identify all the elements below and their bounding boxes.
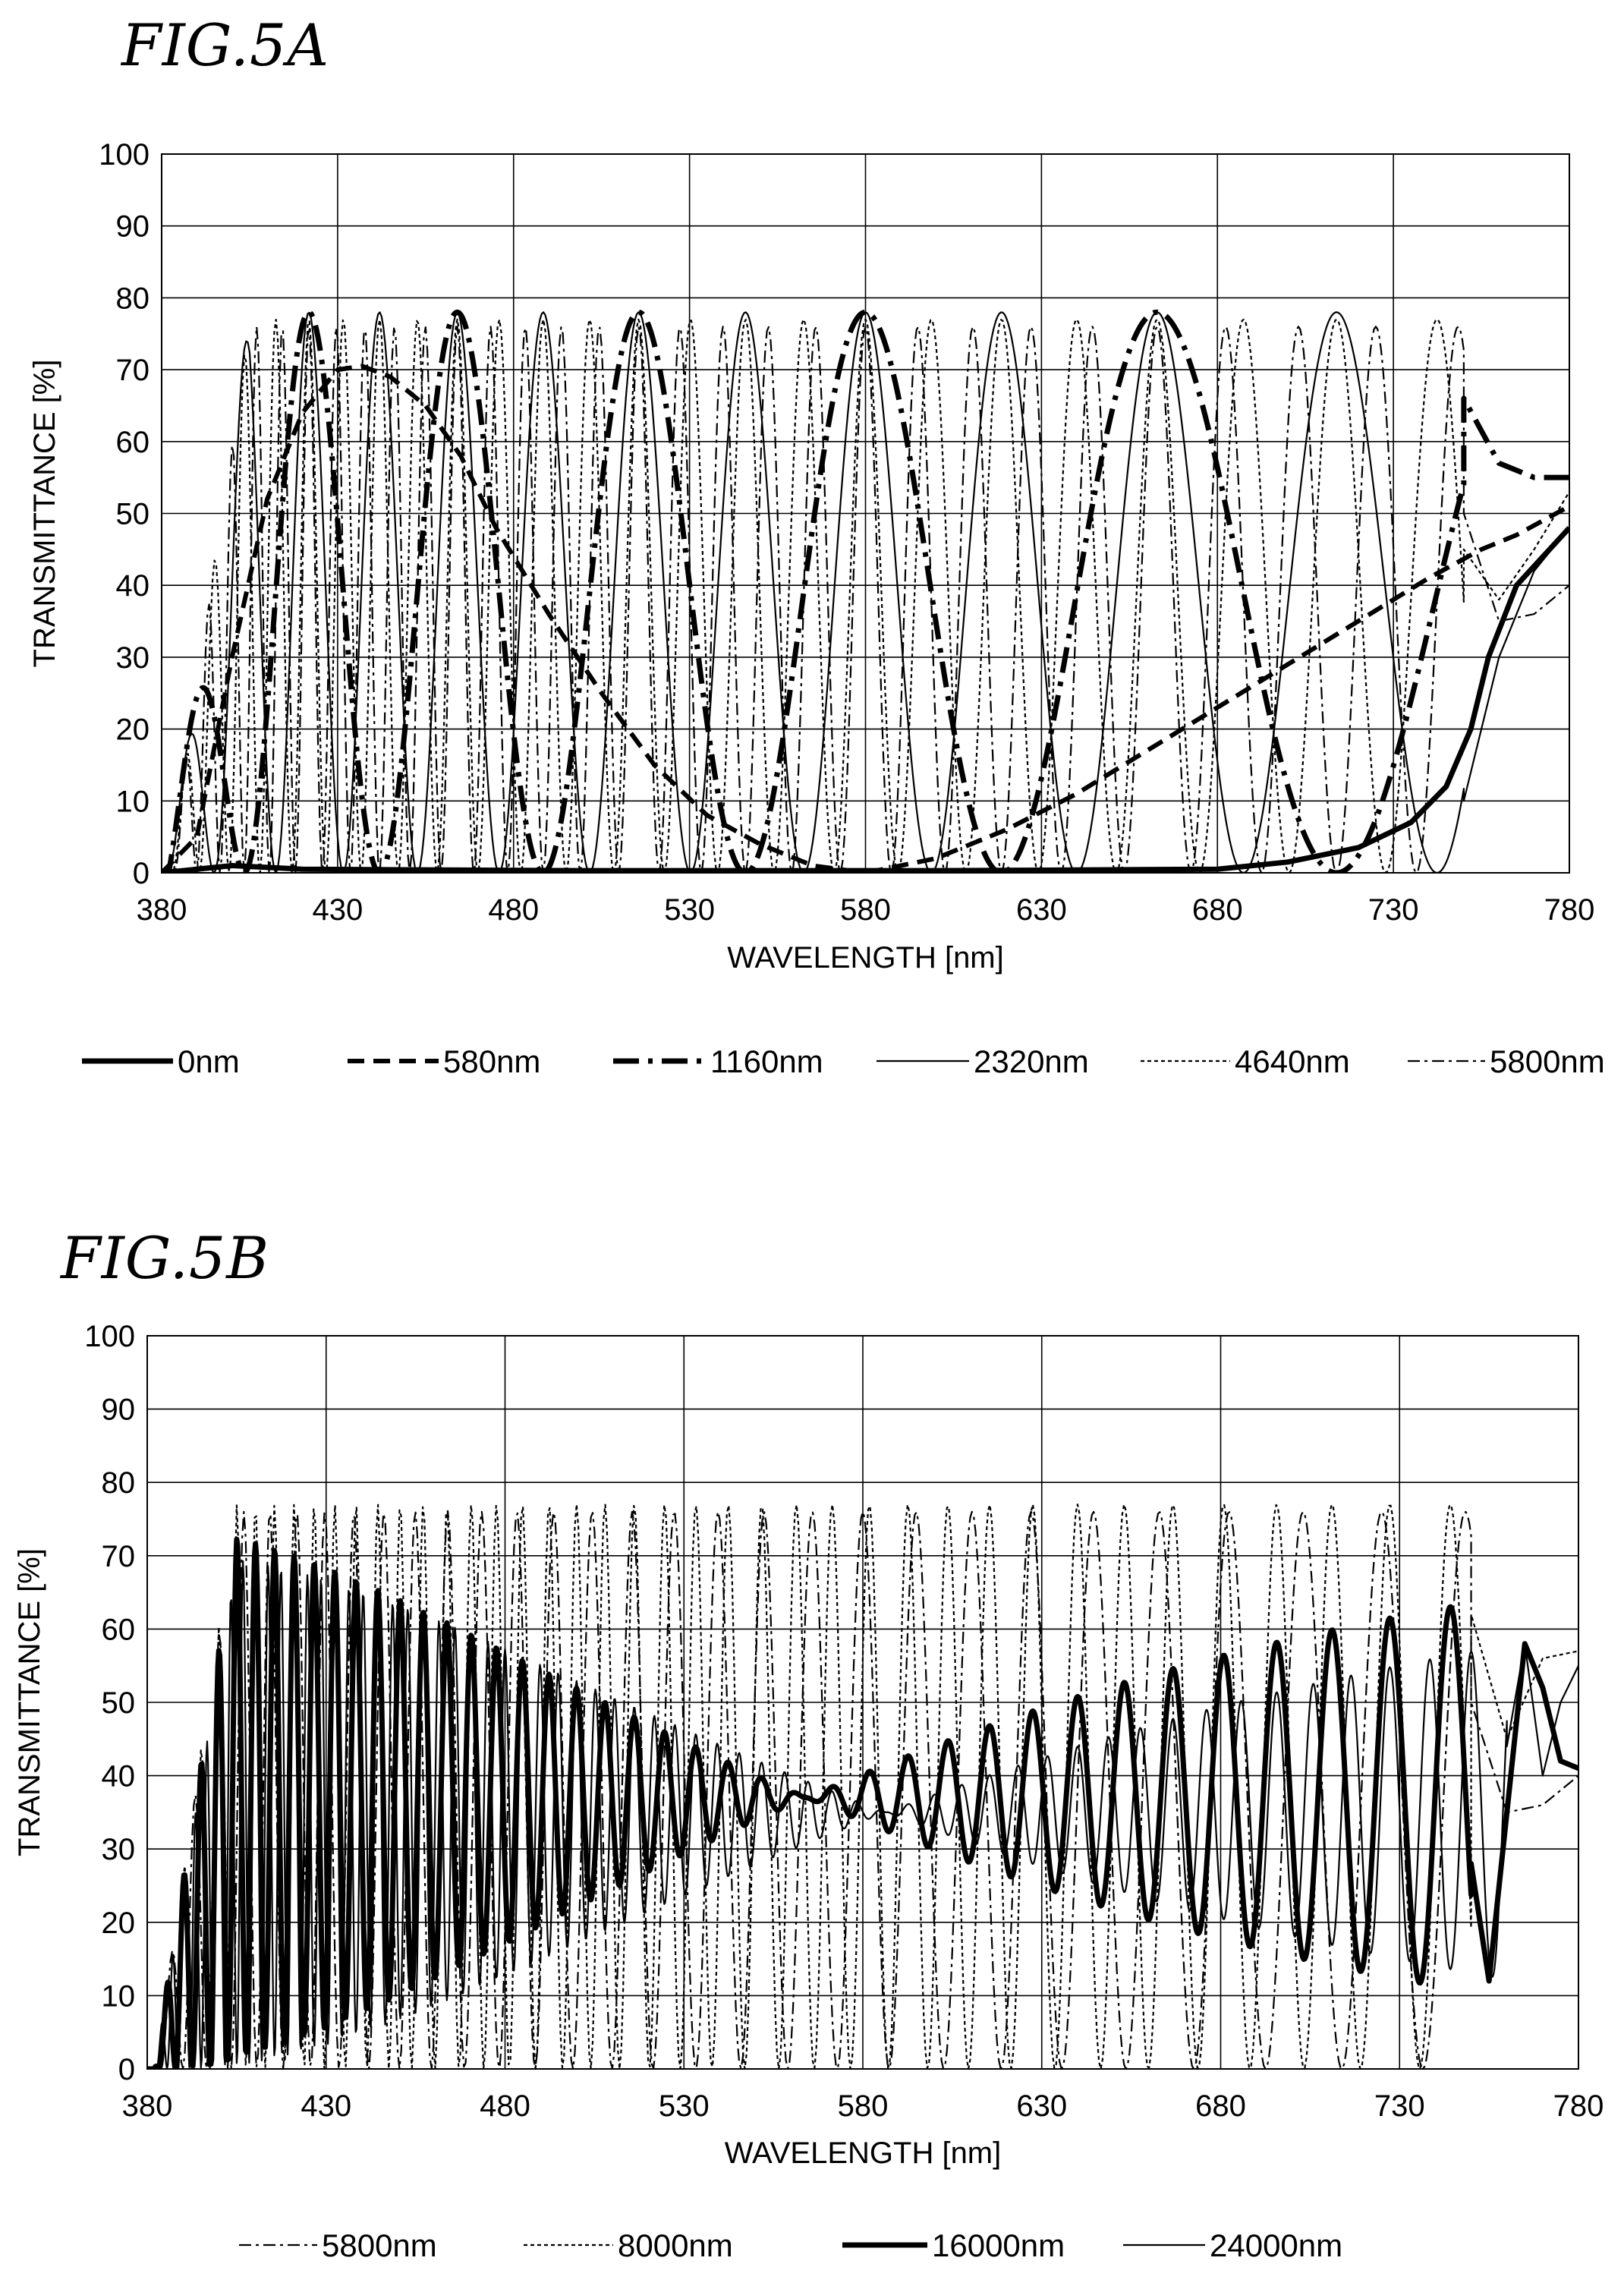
legend-label-0nm: 0nm — [178, 1044, 240, 1079]
series-line-5800nm — [162, 326, 1569, 873]
x-tick-label: 580 — [840, 893, 891, 927]
x-tick-label: 630 — [1016, 893, 1067, 927]
y-tick-label: 10 — [116, 785, 150, 818]
y-axis-label: TRANSMITTANCE [%] — [28, 360, 61, 668]
series-group — [162, 309, 1569, 873]
x-tick-label: 380 — [137, 893, 187, 927]
y-tick-label: 0 — [133, 857, 149, 890]
x-tick-label: 580 — [838, 2089, 889, 2123]
x-axis-label: WAVELENGTH [nm] — [727, 941, 1004, 975]
legend: 5800nm 8000nm 16000nm 24000nm — [239, 2228, 1342, 2263]
x-tick-label: 680 — [1192, 893, 1243, 927]
chart-fig5b: 0 10 20 30 40 50 60 70 80 90 100 380 430 480 530 580 630… — [13, 1320, 1604, 2263]
figure-title-a: FIG.5A — [121, 11, 330, 79]
x-tick-label: 480 — [488, 893, 539, 927]
legend-label-5800nm: 5800nm — [1490, 1044, 1605, 1079]
y-tick-label: 80 — [102, 1466, 136, 1500]
y-axis-label: TRANSMITTANCE [%] — [13, 1548, 46, 1856]
y-tick-label: 90 — [102, 1393, 136, 1427]
legend-label-1160nm: 1160nm — [710, 1044, 823, 1079]
x-axis-label: WAVELENGTH [nm] — [725, 2136, 1002, 2170]
chart-fig5a: 0 10 20 30 40 50 60 70 80 90 100 380 430 480 530 580 630… — [28, 138, 1605, 1079]
x-tick-label: 730 — [1374, 2089, 1425, 2123]
series-group — [147, 1504, 1578, 2069]
x-tick-label: 780 — [1553, 2089, 1604, 2123]
y-tick-label: 20 — [102, 1907, 136, 1940]
y-tick-label: 50 — [102, 1686, 136, 1720]
y-tick-label: 40 — [116, 569, 150, 603]
series-line-1160nm — [162, 309, 1569, 873]
x-tick-label: 530 — [664, 893, 715, 927]
legend: 0nm 580nm 1160nm 2320nm 4640nm 5800nm — [82, 1044, 1605, 1079]
x-tick-label: 380 — [122, 2089, 173, 2123]
x-tick-label: 430 — [301, 2089, 351, 2123]
x-tick-label: 480 — [480, 2089, 530, 2123]
x-tick-label: 430 — [313, 893, 364, 927]
y-tick-label: 30 — [102, 1833, 136, 1866]
x-tick-label: 530 — [659, 2089, 710, 2123]
legend-label-8000nm: 8000nm — [618, 2228, 733, 2263]
legend-label-5800nm: 5800nm — [322, 2228, 437, 2263]
series-line-24000nm — [147, 1560, 1578, 2069]
y-tick-label: 10 — [102, 1979, 136, 2013]
figure-title-b: FIG.5B — [61, 1224, 270, 1292]
plot-frame — [146, 1335, 1579, 2070]
legend-label-16000nm: 16000nm — [932, 2228, 1065, 2263]
y-tick-label: 70 — [102, 1540, 136, 1573]
y-tick-label: 70 — [116, 354, 150, 387]
legend-label-580nm: 580nm — [443, 1044, 540, 1079]
y-tick-label: 30 — [116, 641, 150, 675]
y-tick-label: 60 — [102, 1613, 136, 1646]
y-tick-label: 60 — [116, 426, 150, 459]
legend-label-2320nm: 2320nm — [974, 1044, 1089, 1079]
y-tick-label: 100 — [99, 138, 149, 172]
x-tick-label: 680 — [1195, 2089, 1246, 2123]
y-tick-label: 50 — [116, 498, 150, 531]
x-tick-label: 780 — [1544, 893, 1595, 927]
legend-label-4640nm: 4640nm — [1235, 1044, 1350, 1079]
y-tick-label: 80 — [116, 282, 150, 315]
legend-label-24000nm: 24000nm — [1210, 2228, 1342, 2263]
y-tick-label: 90 — [116, 210, 150, 244]
x-tick-label: 630 — [1016, 2089, 1067, 2123]
series-line-8000nm — [147, 1504, 1578, 2069]
x-tick-label: 730 — [1368, 893, 1419, 927]
y-tick-label: 20 — [116, 713, 150, 747]
y-tick-label: 40 — [102, 1760, 136, 1793]
y-tick-label: 100 — [84, 1320, 135, 1353]
y-tick-label: 0 — [118, 2053, 135, 2086]
series-line-2320nm — [162, 311, 1569, 873]
